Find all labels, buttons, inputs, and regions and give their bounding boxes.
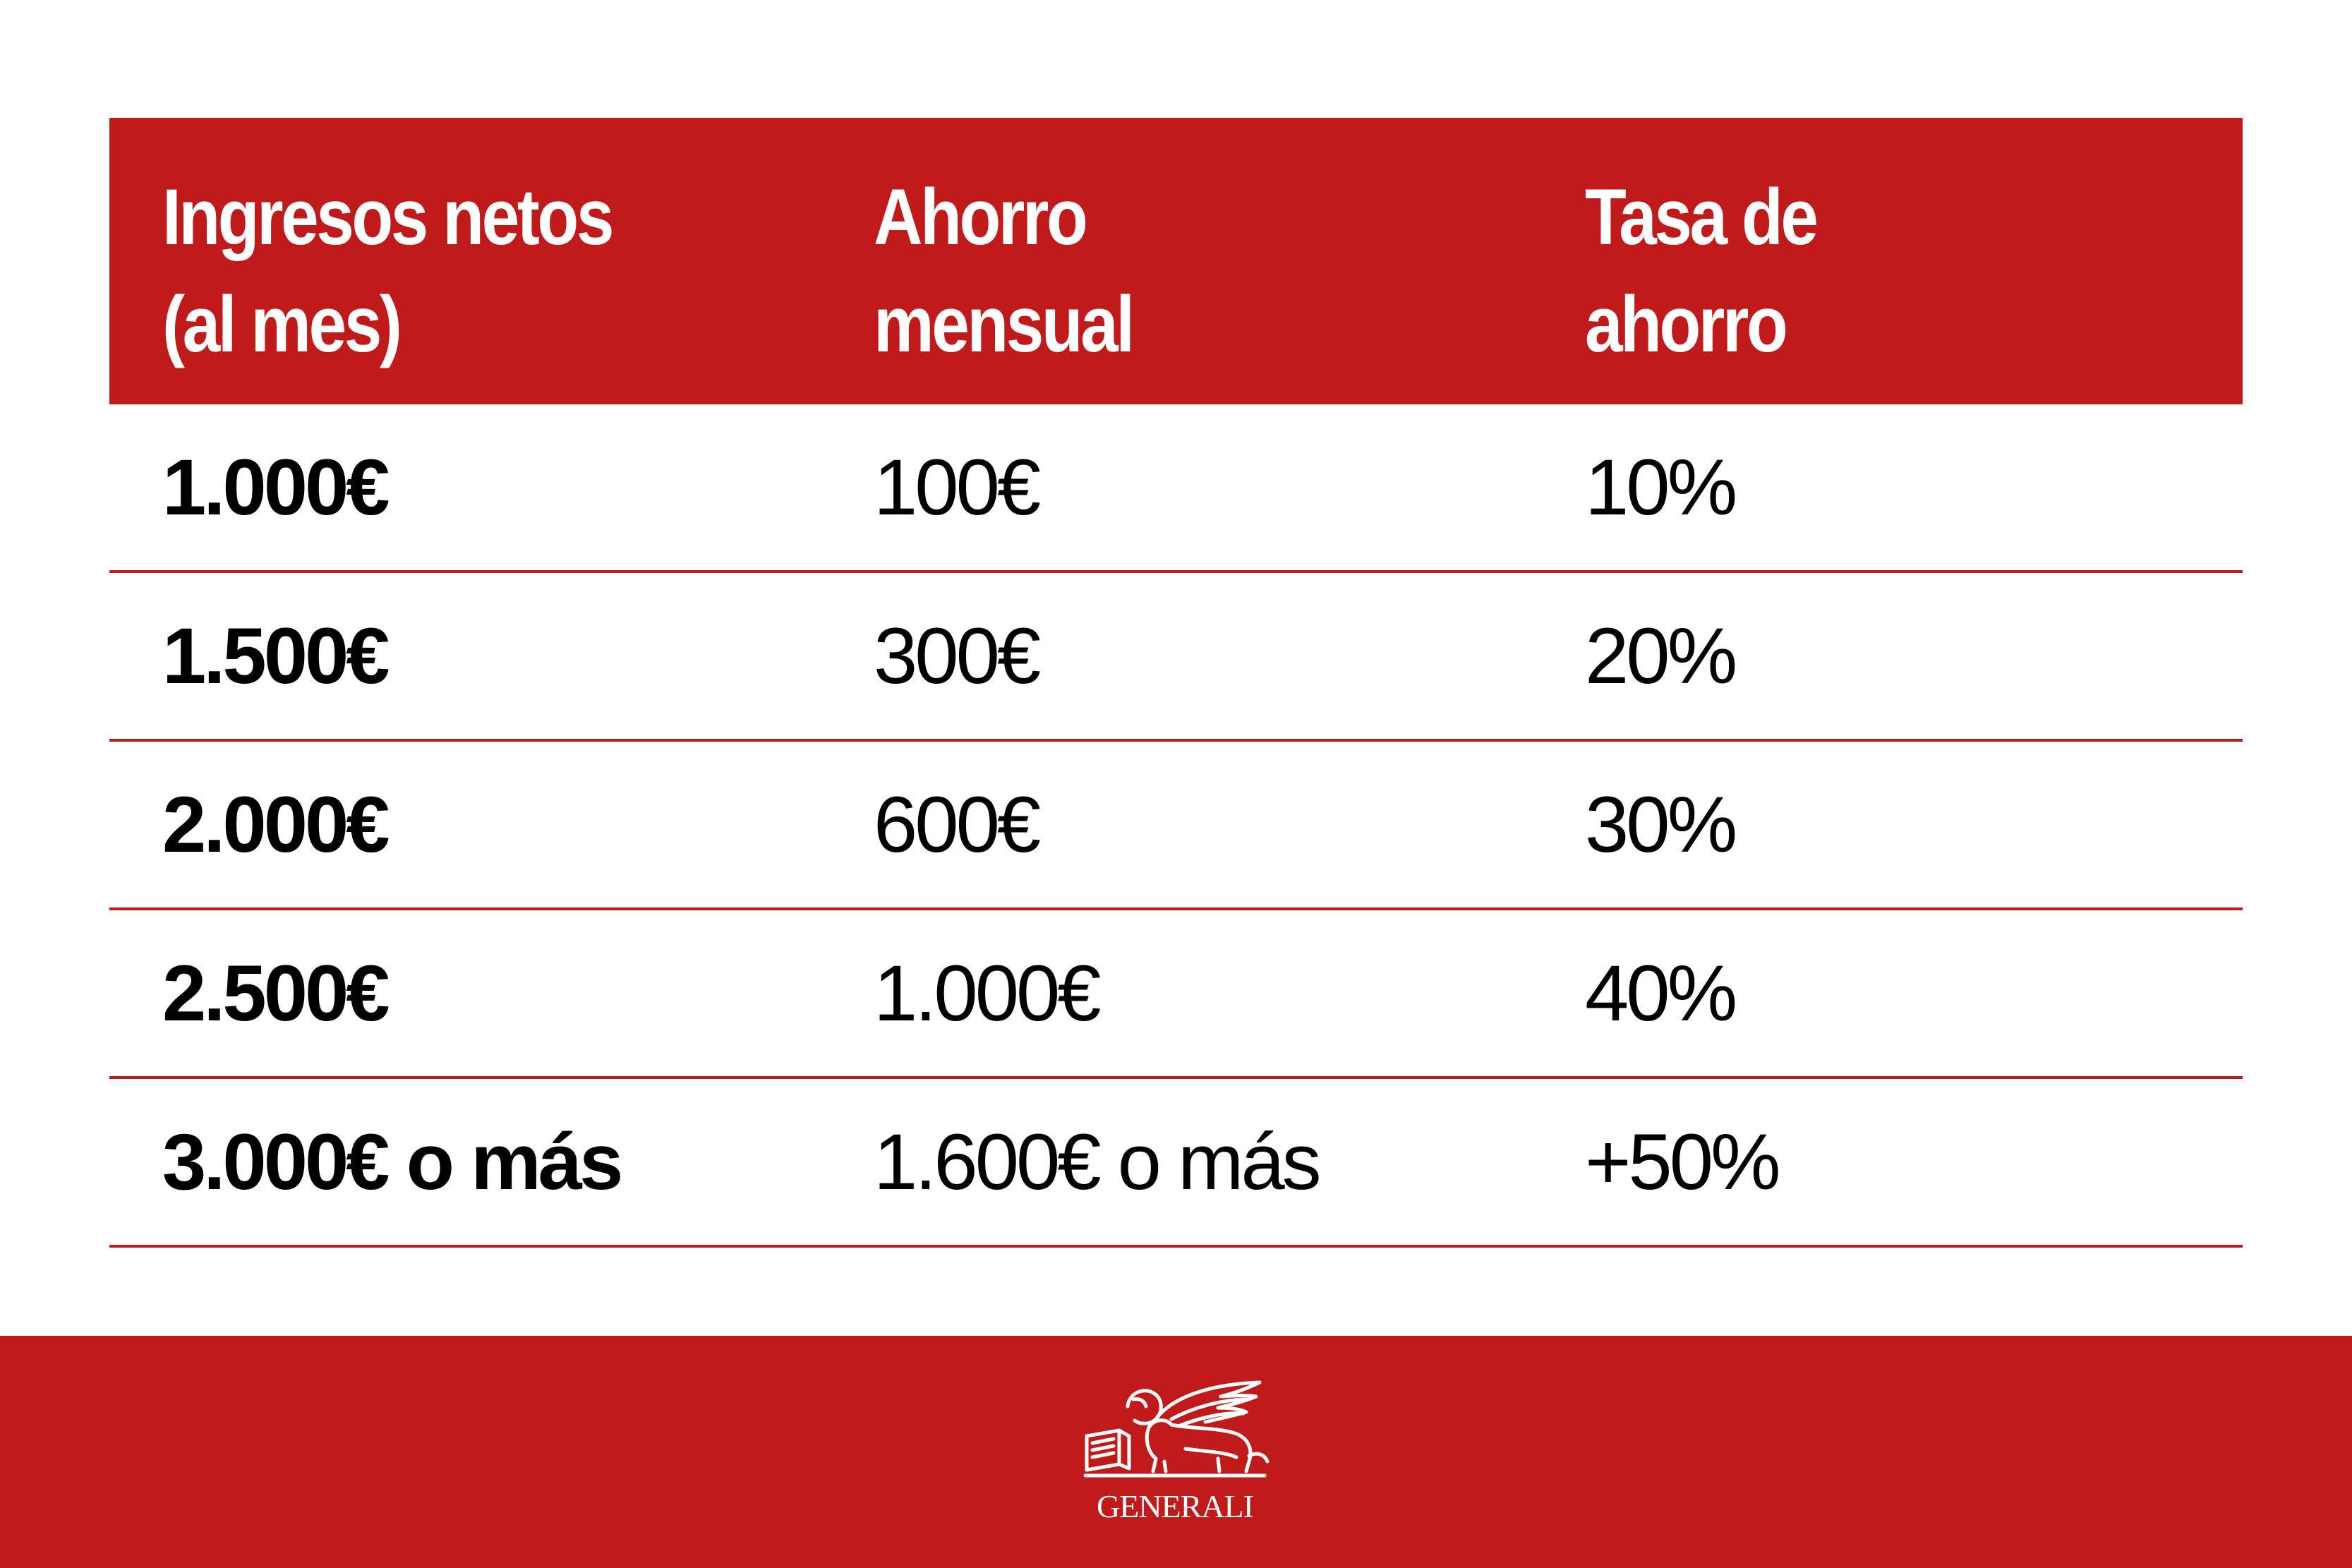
income-cell: 2.500€: [162, 949, 390, 1037]
rate-cell: 40%: [1585, 949, 1737, 1037]
header-savings: Ahorro mensual: [874, 164, 1485, 404]
rate-cell: 10%: [1585, 443, 1737, 531]
savings-cell: 600€: [874, 780, 1041, 869]
savings-table: Ingresos netos (al mes) Ahorro mensual T…: [109, 118, 2243, 1248]
rate-cell: +50%: [1585, 1118, 1781, 1206]
header-rate: Tasa de ahorro: [1585, 164, 2151, 404]
rate-cell: 30%: [1585, 780, 1737, 869]
header-income-line2: (al mes): [162, 280, 402, 368]
savings-cell: 1.000€: [874, 949, 1102, 1037]
footer-bar: GENERALI: [0, 1336, 2352, 1568]
header-rate-line1: Tasa de: [1585, 173, 1819, 261]
winged-lion-icon: [1083, 1380, 1270, 1478]
header-income-line1: Ingresos netos: [162, 173, 614, 261]
income-cell: 3.000€ o más: [162, 1118, 623, 1206]
generali-logo: GENERALI: [1080, 1378, 1270, 1533]
table-row: 1.000€ 100€ 10%: [109, 404, 2243, 573]
table-row: 1.500€ 300€ 20%: [109, 573, 2243, 742]
header-savings-line1: Ahorro: [874, 173, 1088, 261]
income-cell: 2.000€: [162, 780, 390, 869]
table-row: 2.000€ 600€ 30%: [109, 742, 2243, 910]
header-income: Ingresos netos (al mes): [162, 164, 774, 404]
header-savings-line2: mensual: [874, 280, 1135, 368]
rate-cell: 20%: [1585, 612, 1737, 700]
table-row: 2.500€ 1.000€ 40%: [109, 910, 2243, 1079]
table-row: 3.000€ o más 1.600€ o más +50%: [109, 1079, 2243, 1248]
savings-cell: 1.600€ o más: [874, 1118, 1322, 1206]
savings-cell: 300€: [874, 612, 1041, 700]
savings-cell: 100€: [874, 443, 1041, 531]
table-header: Ingresos netos (al mes) Ahorro mensual T…: [109, 118, 2243, 404]
header-rate-line2: ahorro: [1585, 280, 1788, 368]
income-cell: 1.000€: [162, 443, 390, 531]
income-cell: 1.500€: [162, 612, 390, 700]
brand-name: GENERALI: [1097, 1488, 1254, 1524]
